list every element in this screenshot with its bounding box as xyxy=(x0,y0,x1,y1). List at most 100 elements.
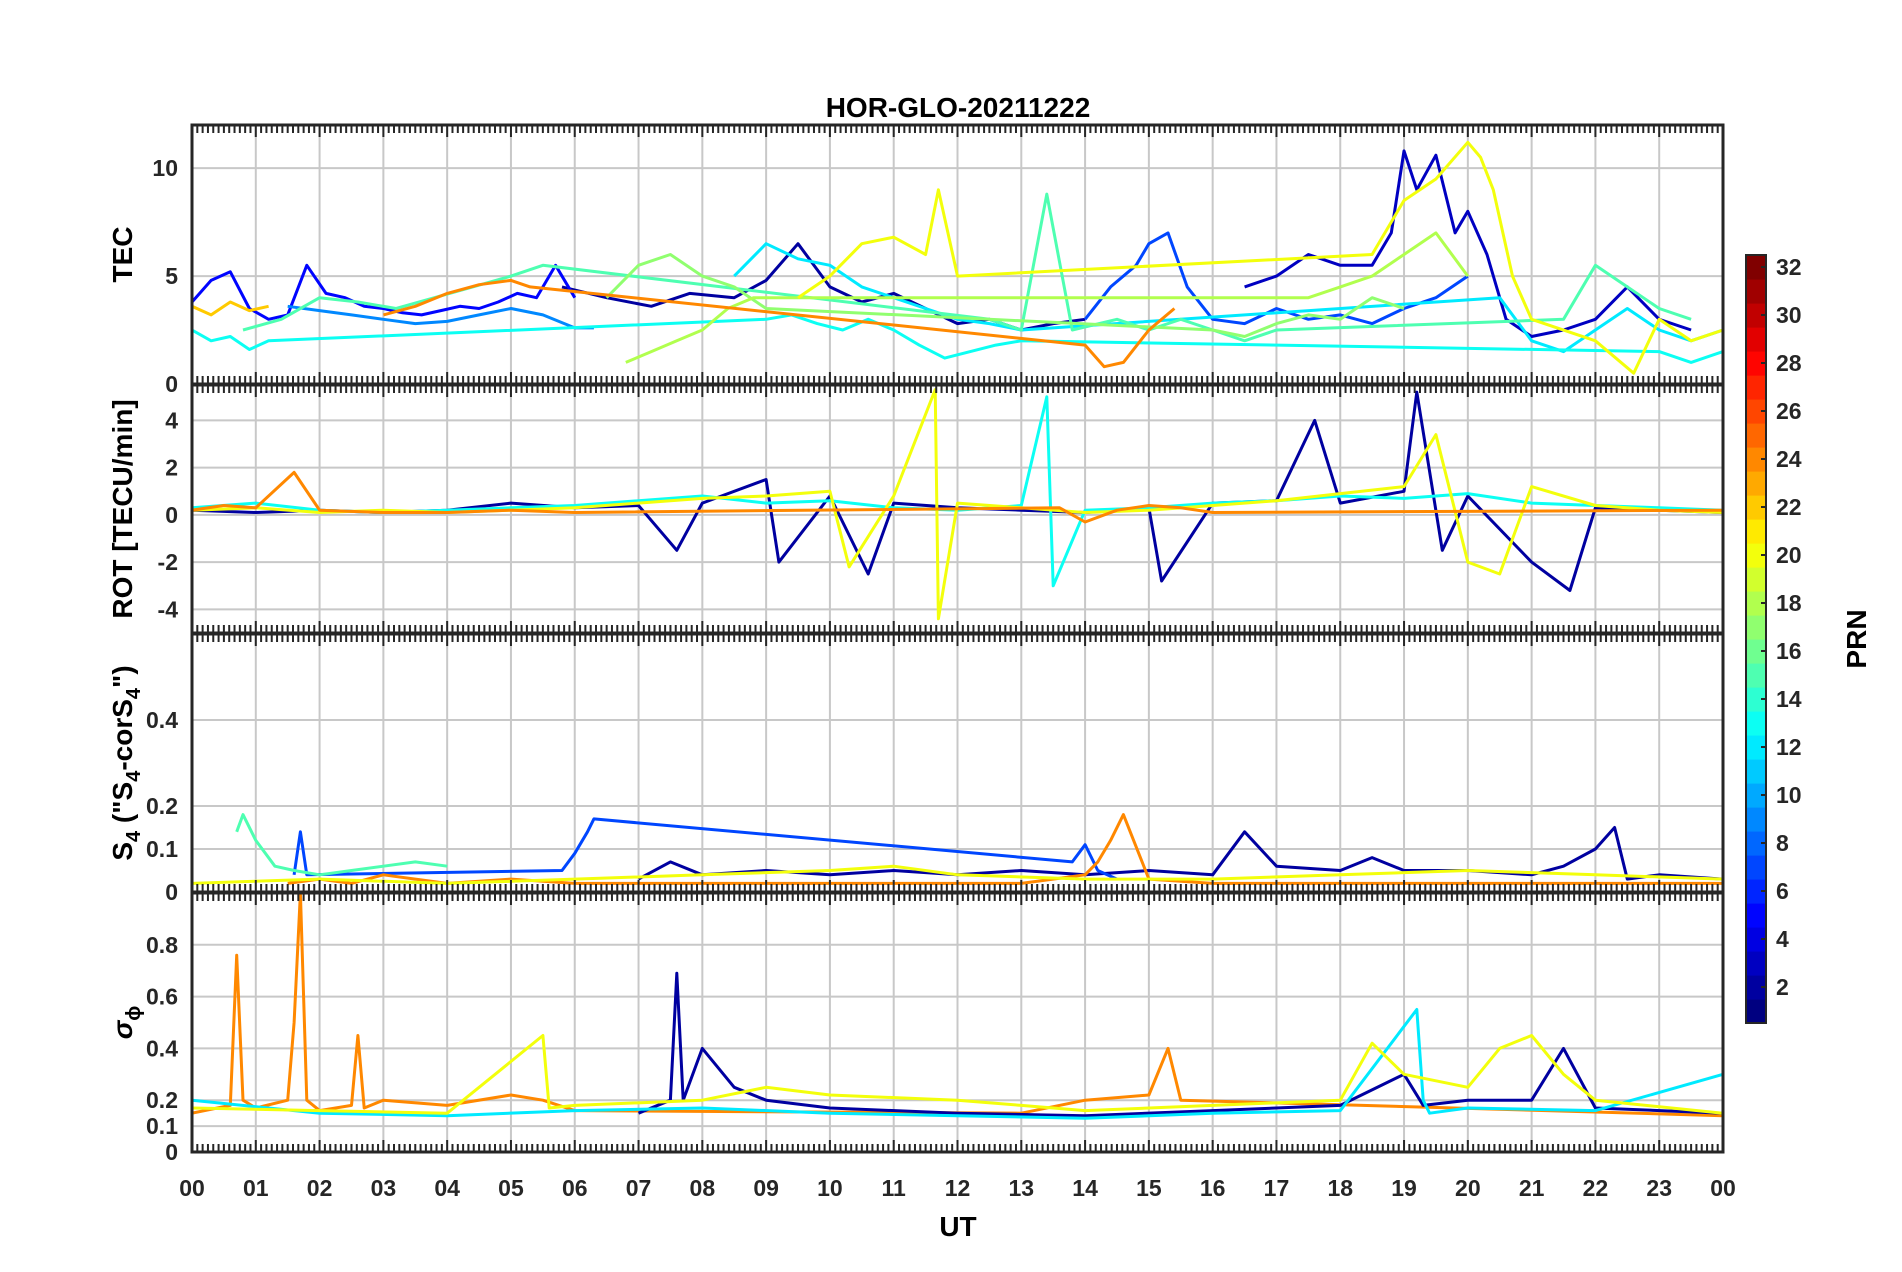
panel-rot-ytick-label: 4 xyxy=(165,407,178,433)
colorbar-swatch xyxy=(1746,375,1766,400)
colorbar-frame xyxy=(1745,254,1767,1024)
x-tick-label: 03 xyxy=(371,1175,397,1201)
colorbar-tick-label: 14 xyxy=(1776,686,1802,712)
panel-s4-ytick-label: 0.1 xyxy=(146,836,178,862)
colorbar-swatch xyxy=(1746,303,1766,328)
colorbar-swatch xyxy=(1746,951,1766,976)
panel-tec-series-prn-18 xyxy=(625,231,1470,364)
panel-sigma-ytick-label: 0.8 xyxy=(146,932,178,958)
panel-tec-ytick-label: 10 xyxy=(152,155,178,181)
panel-rot-ytick-label: 2 xyxy=(165,455,178,481)
colorbar-swatch xyxy=(1746,855,1766,880)
x-tick-label: 19 xyxy=(1391,1175,1417,1201)
x-tick-label: 06 xyxy=(562,1175,588,1201)
panel-s4-ytick-label: 0.2 xyxy=(146,793,178,819)
colorbar-swatch xyxy=(1746,423,1766,448)
x-tick-label: 04 xyxy=(434,1175,460,1201)
x-tick-label: 00 xyxy=(1710,1175,1736,1201)
colorbar-swatch xyxy=(1746,615,1766,640)
colorbar-swatch xyxy=(1746,903,1766,928)
x-tick-label: 10 xyxy=(817,1175,843,1201)
panel-tec-series-prn-5 xyxy=(192,263,577,321)
colorbar-tick-label: 30 xyxy=(1776,302,1802,328)
panel-sigma-ytick-label: 0.2 xyxy=(146,1087,178,1113)
panel-tec-series-prn-17 xyxy=(605,253,1405,338)
colorbar-swatch xyxy=(1746,639,1766,664)
chart-title: HOR-GLO-20211222 xyxy=(826,92,1091,123)
colorbar-tick-label: 8 xyxy=(1776,830,1789,856)
x-tick-label: 16 xyxy=(1200,1175,1226,1201)
panel-tec-series-prn-24 xyxy=(383,278,1176,369)
panel-s4-ytick-label: 0.4 xyxy=(146,707,178,733)
x-tick-label: 14 xyxy=(1072,1175,1098,1201)
colorbar-tick-label: 26 xyxy=(1776,398,1802,424)
colorbar-tick-label: 10 xyxy=(1776,782,1802,808)
colorbar-tick-label: 18 xyxy=(1776,590,1802,616)
panel-tec-series-prn-20 xyxy=(797,140,1723,375)
panel-s4-series-prn-2 xyxy=(637,826,1723,881)
panel-tec-series-prn-22 xyxy=(192,300,269,317)
panel-rot-series-prn-24 xyxy=(192,470,1723,524)
x-tick-label: 20 xyxy=(1455,1175,1481,1201)
panel-sigma-ylabel: σϕ xyxy=(107,1006,145,1040)
panel-tec-series-prn-3 xyxy=(1244,149,1692,338)
panel-rot-series-prn-13 xyxy=(192,395,1723,588)
x-tick-labels: 00 01 02 03 04 05 06 07 08 09 10 11 12 13 14 15 16 17 18 19… xyxy=(179,1175,1736,1201)
panel-sigma-series-prn-12 xyxy=(192,1008,1723,1120)
colorbar-tick-label: 20 xyxy=(1776,542,1802,568)
x-tick-label: 01 xyxy=(243,1175,269,1201)
panel-rot-series-group xyxy=(192,388,1723,621)
panel-sigma-series-prn-20 xyxy=(192,1034,1723,1115)
colorbar-tick-label: 24 xyxy=(1776,446,1802,472)
colorbar-swatch xyxy=(1746,759,1766,784)
panel-rot-ytick-label: 0 xyxy=(165,502,178,528)
x-tick-label: 08 xyxy=(690,1175,716,1201)
x-tick-label: 02 xyxy=(307,1175,333,1201)
panel-rot-ylabel: ROT [TECU/min] xyxy=(107,399,138,618)
colorbar-swatch xyxy=(1746,471,1766,496)
colorbar-swatch xyxy=(1746,783,1766,808)
panel-s4-ylabel: S4 ("S4-corS4") xyxy=(107,665,145,860)
colorbar-swatch xyxy=(1746,399,1766,424)
panel-sigma-ytick-label: 0.1 xyxy=(146,1113,178,1139)
panel-rot-series-prn-2 xyxy=(192,390,1723,592)
x-tick-label: 15 xyxy=(1136,1175,1162,1201)
colorbar-tick-label: 28 xyxy=(1776,350,1802,376)
colorbar-swatch xyxy=(1746,831,1766,856)
panel-s4: 0 0.1 0.2 0.4S4 ("S4-corS4") xyxy=(107,632,1725,905)
colorbar-swatch xyxy=(1746,735,1766,760)
panel-tec: 0 5 10 TEC xyxy=(107,123,1725,397)
colorbar-tick-label: 16 xyxy=(1776,638,1802,664)
x-tick-label: 17 xyxy=(1264,1175,1290,1201)
x-axis-label: UT xyxy=(939,1211,976,1242)
panel-tec-ytick-label: 5 xyxy=(165,263,178,289)
panel-rot: -4 -2 0 2 4 ROT [TECU/min] xyxy=(107,383,1725,635)
colorbar-swatch xyxy=(1746,255,1766,280)
panel-sigma-ytick-label: 0.6 xyxy=(146,984,178,1010)
x-tick-label: 07 xyxy=(626,1175,652,1201)
colorbar-swatch xyxy=(1746,543,1766,568)
panel-rot-ytick-label: -2 xyxy=(158,549,178,575)
colorbar-swatch xyxy=(1746,663,1766,688)
panel-sigma: 00.10.2 0.4 0.6 0.8 σϕ xyxy=(107,891,1725,1165)
colorbar-swatch xyxy=(1746,327,1766,352)
panel-tec-series-group xyxy=(192,140,1723,375)
x-tick-label: 21 xyxy=(1519,1175,1545,1201)
panel-sigma-ytick-label: 0 xyxy=(165,1139,178,1165)
panel-s4-ytick-label: 0 xyxy=(165,879,178,905)
colorbar-swatch xyxy=(1746,567,1766,592)
colorbar-swatch xyxy=(1746,711,1766,736)
colorbar-swatch xyxy=(1746,447,1766,472)
panel-s4-series-prn-15 xyxy=(235,813,448,877)
x-tick-label: 09 xyxy=(753,1175,779,1201)
panel-sigma-frame xyxy=(190,891,1725,1154)
x-tick-label: 13 xyxy=(1008,1175,1034,1201)
colorbar-tick-label: 32 xyxy=(1776,254,1802,280)
colorbar-swatch xyxy=(1746,591,1766,616)
panel-tec-series-prn-9 xyxy=(287,304,594,330)
x-tick-label: 05 xyxy=(498,1175,524,1201)
colorbar-swatch xyxy=(1746,519,1766,544)
